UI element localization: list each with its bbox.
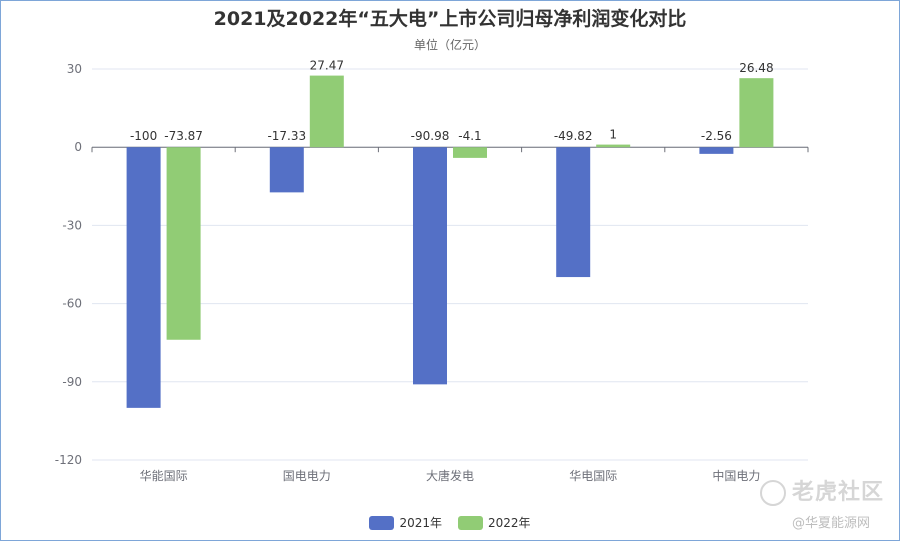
bar-2022 (309, 75, 344, 148)
y-tick-label: -90 (62, 375, 82, 389)
bar-2021 (269, 147, 304, 193)
data-label: -17.33 (267, 129, 306, 143)
data-label: 27.47 (310, 59, 344, 73)
y-tick-label: -30 (62, 218, 82, 232)
data-label: -73.87 (164, 129, 203, 143)
legend-swatch-2022 (458, 515, 483, 530)
chart-title: 2021及2022年“五大电”上市公司归母净利润变化对比 (213, 8, 687, 30)
legend-swatch-2021 (369, 515, 395, 530)
legend[interactable]: 2021年 2022年 (0, 514, 900, 531)
x-category-label: 国电电力 (283, 469, 331, 483)
data-label: -100 (130, 129, 157, 143)
y-tick-label: -120 (55, 453, 82, 467)
data-label: -4.1 (458, 129, 481, 143)
data-label: 26.48 (739, 61, 773, 75)
data-label: -49.82 (554, 129, 593, 143)
data-label: -2.56 (701, 129, 732, 143)
legend-item-2021[interactable]: 2021年 (369, 514, 442, 531)
y-tick-label: 30 (67, 62, 82, 76)
bar-2021 (699, 147, 734, 154)
watermark-brand: 老虎社区 (760, 474, 884, 506)
y-tick-label: 0 (74, 140, 82, 154)
watermark-brand-text: 老虎社区 (792, 480, 885, 505)
bar-2022 (739, 78, 774, 148)
legend-label-2022: 2022年 (488, 516, 531, 530)
bar-2022 (596, 144, 631, 148)
x-category-label: 大唐发电 (426, 468, 474, 483)
chart-subtitle: 单位（亿元） (413, 38, 486, 52)
y-tick-label: -60 (62, 297, 82, 311)
x-category-label: 华电国际 (569, 469, 617, 483)
x-category-label: 中国电力 (712, 468, 760, 483)
bar-2021 (413, 147, 447, 385)
bar-2021 (126, 147, 161, 408)
data-label: -90.98 (411, 129, 450, 143)
bar-2021 (556, 147, 591, 278)
legend-label-2021: 2021年 (399, 516, 442, 530)
watermark-source: @华夏能源网 (792, 516, 871, 531)
legend-item-2022[interactable]: 2022年 (458, 514, 531, 531)
x-category-label: 华能国际 (140, 469, 188, 483)
tiger-logo-icon (760, 480, 786, 506)
bar-2022 (166, 147, 201, 340)
data-label: 1 (609, 128, 617, 142)
bar-2022 (453, 147, 487, 158)
